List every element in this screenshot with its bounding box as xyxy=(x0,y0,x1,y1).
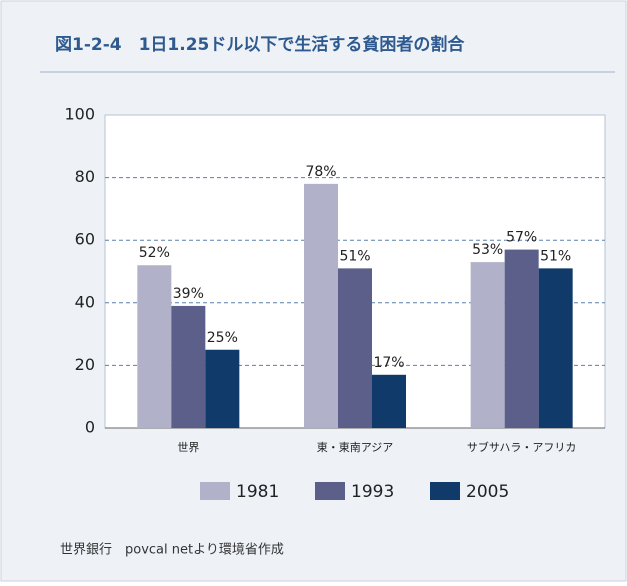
value-label: 39% xyxy=(173,286,204,302)
y-tick-label: 40 xyxy=(75,292,95,311)
bar xyxy=(338,268,372,428)
y-tick-label: 100 xyxy=(64,105,95,124)
value-label: 53% xyxy=(472,242,503,258)
legend-label: 1993 xyxy=(351,482,394,502)
bar xyxy=(470,262,505,428)
x-tick-label: サブサハラ・アフリカ xyxy=(467,440,577,454)
y-tick-label: 80 xyxy=(75,167,95,186)
x-tick-label: 東・東南アジア xyxy=(317,441,394,454)
value-label: 51% xyxy=(339,248,370,264)
value-label: 78% xyxy=(305,164,336,180)
value-label: 17% xyxy=(373,355,404,371)
bar xyxy=(372,374,406,428)
bar xyxy=(538,268,573,428)
bar xyxy=(137,265,172,428)
legend-swatch xyxy=(315,482,345,500)
value-label: 51% xyxy=(540,248,571,264)
x-tick-label: 世界 xyxy=(177,441,199,454)
value-label: 57% xyxy=(506,230,537,246)
legend-swatch xyxy=(200,482,230,500)
y-tick-label: 0 xyxy=(85,418,95,437)
bar xyxy=(304,183,338,428)
bar xyxy=(171,305,206,428)
value-label: 25% xyxy=(207,330,238,346)
y-tick-label: 60 xyxy=(75,230,95,249)
legend-label: 2005 xyxy=(466,482,509,502)
source: 世界銀行 povcal netより環境省作成 xyxy=(60,543,284,558)
value-label: 52% xyxy=(139,245,170,261)
chart-title: 図1-2-4 1日1.25ドル以下で生活する貧困者の割合 xyxy=(55,34,465,55)
legend-swatch xyxy=(430,482,460,500)
legend-label: 1981 xyxy=(236,482,279,502)
bar xyxy=(504,249,539,428)
bar xyxy=(205,349,240,428)
y-tick-label: 20 xyxy=(75,355,95,374)
